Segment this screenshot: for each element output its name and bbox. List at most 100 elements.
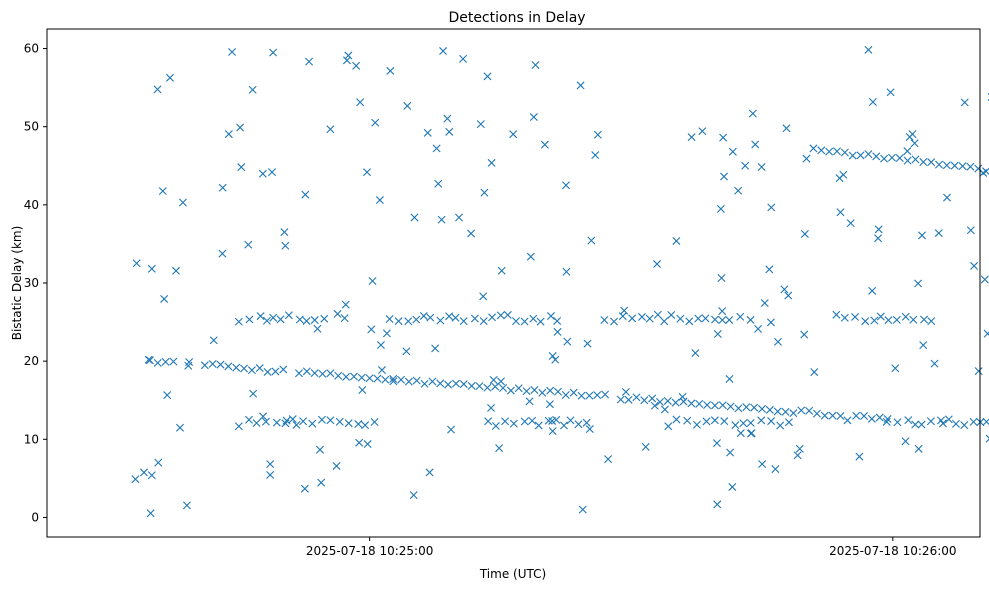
data-point xyxy=(717,274,726,283)
data-point xyxy=(279,365,288,374)
data-point xyxy=(601,390,610,399)
data-point xyxy=(209,336,218,345)
data-point xyxy=(487,403,496,412)
data-point xyxy=(139,468,148,477)
data-point xyxy=(887,153,896,162)
data-point xyxy=(836,208,845,217)
data-point xyxy=(344,419,353,428)
data-point xyxy=(310,369,319,378)
data-point xyxy=(358,386,367,394)
data-point xyxy=(315,445,324,454)
data-point xyxy=(766,318,775,327)
data-point xyxy=(719,133,728,142)
data-point xyxy=(773,337,782,346)
data-point xyxy=(679,397,688,406)
data-point xyxy=(663,396,672,405)
data-point xyxy=(800,229,809,238)
y-tick-label: 50 xyxy=(24,120,39,134)
data-point xyxy=(397,375,406,384)
data-point xyxy=(687,399,696,408)
data-point xyxy=(758,404,766,413)
data-point xyxy=(335,417,344,426)
data-point xyxy=(520,417,529,426)
data-point xyxy=(903,156,912,165)
data-point xyxy=(914,279,923,288)
data-point xyxy=(886,88,895,97)
data-point xyxy=(545,400,554,409)
data-point xyxy=(713,330,722,339)
data-point xyxy=(637,312,646,321)
data-point xyxy=(342,372,351,381)
data-point xyxy=(363,168,371,177)
data-point xyxy=(546,312,555,321)
data-point xyxy=(176,423,184,432)
data-point xyxy=(725,315,734,324)
data-point xyxy=(412,315,421,324)
data-point xyxy=(578,505,587,514)
data-point xyxy=(332,461,341,470)
data-point xyxy=(812,409,821,418)
data-point xyxy=(742,403,751,412)
data-point xyxy=(904,416,913,425)
data-point xyxy=(497,266,506,275)
data-point xyxy=(434,179,443,188)
data-point xyxy=(671,398,680,407)
data-point xyxy=(317,415,326,424)
data-point xyxy=(499,384,508,392)
data-point xyxy=(574,420,583,429)
data-point xyxy=(914,444,923,453)
data-point xyxy=(694,314,703,323)
data-point xyxy=(169,357,178,366)
data-point xyxy=(880,154,889,163)
data-point xyxy=(970,261,979,270)
data-point xyxy=(585,391,594,400)
data-point xyxy=(501,417,510,426)
data-point xyxy=(479,317,488,326)
data-point xyxy=(767,417,776,426)
data-point xyxy=(895,154,904,163)
data-point xyxy=(718,401,727,410)
data-point xyxy=(326,369,335,378)
data-point xyxy=(153,85,162,94)
data-point xyxy=(200,361,209,370)
data-point xyxy=(927,317,936,326)
data-point xyxy=(919,341,928,350)
data-point xyxy=(431,344,440,353)
data-points xyxy=(131,45,989,518)
data-point xyxy=(604,455,613,464)
data-point xyxy=(934,229,943,238)
data-point xyxy=(757,416,766,425)
data-point xyxy=(153,358,162,367)
data-point xyxy=(653,260,661,269)
data-point xyxy=(426,313,435,322)
data-point xyxy=(447,425,456,434)
data-point xyxy=(483,383,492,392)
data-point xyxy=(344,51,353,60)
data-point xyxy=(548,427,557,436)
data-point xyxy=(958,162,967,171)
data-point xyxy=(467,229,476,238)
y-tick-label: 60 xyxy=(24,42,39,56)
data-point xyxy=(773,407,782,416)
y-tick-label: 40 xyxy=(24,198,39,212)
data-point xyxy=(342,56,351,65)
data-point xyxy=(576,81,585,90)
data-point xyxy=(676,314,685,323)
data-point xyxy=(525,397,534,406)
data-point xyxy=(741,161,750,170)
data-point xyxy=(281,241,290,250)
data-point xyxy=(302,316,311,325)
data-point xyxy=(300,484,309,493)
data-point xyxy=(911,420,920,429)
data-point xyxy=(725,374,734,383)
x-tick-label: 2025-07-18 10:25:00 xyxy=(306,544,433,558)
data-point xyxy=(530,386,539,395)
data-point xyxy=(373,374,382,383)
data-point xyxy=(757,162,766,171)
data-point xyxy=(868,286,877,295)
data-point xyxy=(258,169,267,178)
data-point xyxy=(376,341,385,350)
data-point xyxy=(526,252,535,261)
data-point xyxy=(935,160,944,169)
